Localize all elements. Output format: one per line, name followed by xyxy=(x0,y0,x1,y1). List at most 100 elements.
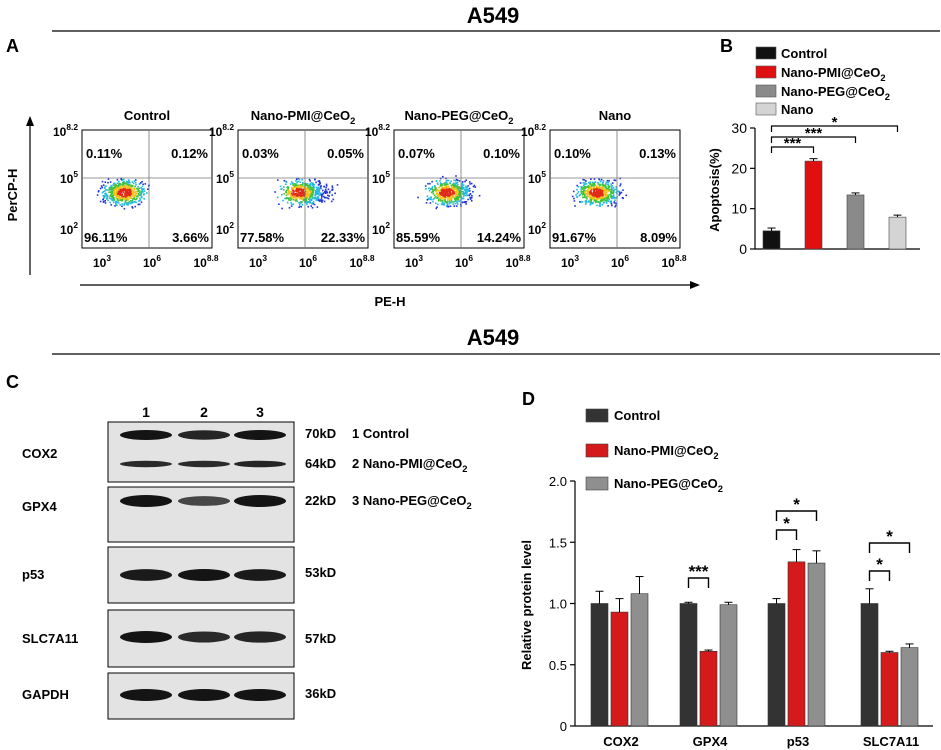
flow-event-dot xyxy=(597,181,599,184)
flow-event-dot xyxy=(604,187,607,190)
flow-event-dot xyxy=(581,187,583,190)
flow-event-dot xyxy=(302,183,304,185)
flow-event-dot xyxy=(117,187,119,189)
bar-4 xyxy=(888,216,907,250)
flow-event-dot xyxy=(604,186,607,189)
flow-event-dot xyxy=(281,194,283,196)
flow-event-dot xyxy=(578,194,581,197)
flow-event-dot xyxy=(453,201,455,203)
flow-event-dot xyxy=(282,199,284,202)
flow-event-dot xyxy=(455,205,458,207)
flow-y-tick-base: 10 xyxy=(372,223,386,237)
flow-event-dot xyxy=(119,197,121,199)
flow-event-dot xyxy=(102,195,104,197)
flow-event-dot xyxy=(454,188,456,190)
panel-label-a: A xyxy=(6,36,19,56)
legend-swatch-4 xyxy=(755,102,777,116)
flow-event-dot xyxy=(602,194,604,196)
flow-event-dot xyxy=(125,187,128,189)
flow-event-dot xyxy=(612,195,615,198)
flow-event-dot xyxy=(468,187,471,190)
blot-band xyxy=(178,569,230,581)
flow-event-dot xyxy=(445,193,447,195)
flow-event-dot xyxy=(306,185,309,187)
flow-event-dot xyxy=(612,197,614,200)
flow-event-dot xyxy=(580,201,582,203)
flow-y-tick-exp: 2 xyxy=(385,220,390,230)
flow-event-dot xyxy=(299,186,301,189)
flow-event-dot xyxy=(424,185,427,187)
flow-event-dot xyxy=(446,204,449,206)
flow-event-dot xyxy=(126,191,128,193)
flow-event-dot xyxy=(591,194,594,196)
flow-event-dot xyxy=(586,195,589,197)
flow-event-dot xyxy=(314,190,317,192)
flow-x-tick-base: 10 xyxy=(611,256,625,270)
flow-event-dot xyxy=(444,201,446,203)
flow-event-dot xyxy=(437,203,439,206)
flow-event-dot xyxy=(458,200,460,202)
flow-event-dot xyxy=(120,189,123,192)
flow-event-dot xyxy=(115,188,118,191)
flow-event-dot xyxy=(462,197,465,200)
flow-y-tick-base: 10 xyxy=(216,223,230,237)
flow-event-dot xyxy=(114,185,117,188)
flow-plot-title-sub: 2 xyxy=(508,116,513,126)
flow-event-dot xyxy=(314,194,316,197)
flow-event-dot xyxy=(115,194,117,197)
flow-event-dot xyxy=(132,187,135,189)
legend-label-4: Nano xyxy=(781,102,814,117)
flow-event-dot xyxy=(317,199,319,201)
flow-event-dot xyxy=(139,197,141,200)
flow-event-dot xyxy=(308,187,310,190)
flow-event-dot xyxy=(586,189,588,192)
flow-event-dot xyxy=(451,192,453,194)
flow-event-dot xyxy=(117,188,119,191)
flow-event-dot xyxy=(116,178,119,181)
flow-event-dot xyxy=(125,198,128,200)
flow-event-dot xyxy=(290,191,292,193)
flow-event-dot xyxy=(325,196,327,199)
lane-legend-3-main: 3 Nano-PEG@CeO xyxy=(352,493,467,508)
flow-event-dot xyxy=(426,199,429,201)
y-axis-label: Apoptosis(%) xyxy=(707,148,722,232)
flow-event-dot xyxy=(124,190,127,193)
flow-event-dot xyxy=(121,193,123,195)
flow-y-tick: 105 xyxy=(372,169,390,186)
flow-event-dot xyxy=(441,184,444,186)
flow-event-dot xyxy=(449,193,451,195)
flow-event-dot xyxy=(118,182,120,185)
flow-event-dot xyxy=(125,180,128,183)
flow-event-dot xyxy=(284,183,287,185)
flow-event-dot xyxy=(303,195,305,197)
flow-event-dot xyxy=(574,205,576,207)
flow-event-dot xyxy=(113,190,115,193)
flow-event-dot xyxy=(118,190,120,192)
blot-kd-label: 53kD xyxy=(305,565,336,580)
flow-event-dot xyxy=(439,177,442,180)
flow-x-tick-exp: 6 xyxy=(624,253,629,263)
flow-event-dot xyxy=(298,203,301,206)
flow-event-dot xyxy=(614,188,616,191)
flow-event-dot xyxy=(437,197,439,199)
flow-event-dot xyxy=(116,195,119,197)
flow-event-dot xyxy=(316,196,319,198)
flow-event-dot xyxy=(120,177,122,180)
flow-event-dot xyxy=(450,180,452,183)
flow-quadrant-ll: 77.58% xyxy=(240,230,285,245)
bar-gpx4-2 xyxy=(699,650,718,727)
flow-event-dot xyxy=(581,190,584,193)
flow-event-dot xyxy=(299,184,302,186)
flow-event-dot xyxy=(462,191,465,193)
flow-event-dot xyxy=(447,185,450,188)
flow-event-dot xyxy=(119,189,121,191)
flow-event-dot xyxy=(438,186,440,189)
flow-event-dot xyxy=(443,196,446,199)
flow-event-dot xyxy=(607,196,610,199)
significance-bracket xyxy=(868,542,911,553)
flow-event-dot xyxy=(112,187,115,190)
flow-event-dot xyxy=(584,187,587,189)
flow-event-dot xyxy=(319,192,322,195)
flow-event-dot xyxy=(592,201,594,204)
